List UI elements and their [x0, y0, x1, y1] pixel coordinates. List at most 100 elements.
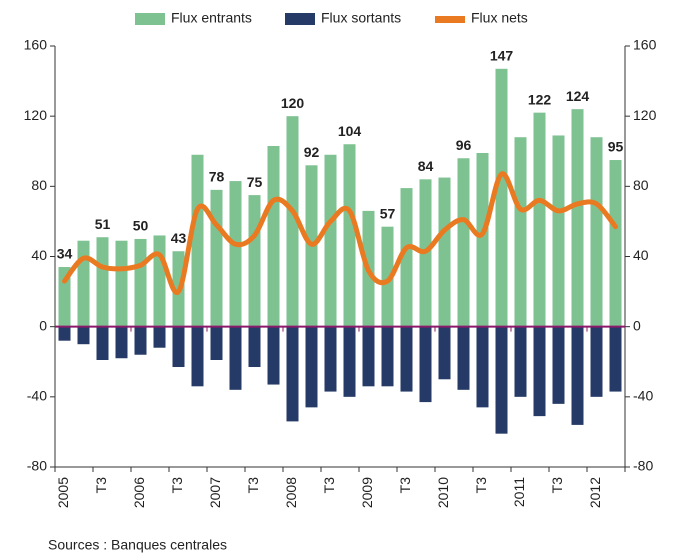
- bar: [248, 326, 261, 368]
- x-tick-label: 2009: [359, 477, 375, 508]
- x-tick-label: 2008: [283, 477, 299, 508]
- bar: [571, 326, 584, 425]
- y2-tick-label: -40: [633, 388, 653, 404]
- data-label: 95: [608, 139, 624, 155]
- bar: [362, 326, 375, 387]
- x-tick-label: T3: [321, 477, 337, 494]
- bar: [115, 240, 128, 327]
- bar: [590, 326, 603, 397]
- legend-label: Flux nets: [471, 10, 528, 26]
- y-tick-label: 0: [39, 317, 47, 333]
- bar: [495, 326, 508, 434]
- bar: [267, 326, 280, 385]
- y-tick-label: 160: [24, 37, 48, 53]
- bar: [77, 326, 90, 345]
- bar: [476, 326, 489, 408]
- bar: [191, 326, 204, 387]
- bar: [286, 326, 299, 422]
- data-label: 122: [528, 91, 552, 107]
- bar: [514, 326, 527, 397]
- bar: [590, 137, 603, 327]
- legend-label: Flux entrants: [171, 10, 252, 26]
- data-label: 51: [95, 216, 111, 232]
- y2-tick-label: 160: [633, 37, 657, 53]
- bar: [58, 326, 71, 341]
- data-label: 57: [380, 205, 396, 221]
- bar: [210, 326, 223, 360]
- data-label: 96: [456, 137, 472, 153]
- bar: [343, 144, 356, 327]
- data-label: 43: [171, 230, 187, 246]
- data-label: 120: [281, 95, 305, 111]
- bar: [514, 137, 527, 327]
- bar: [533, 112, 546, 327]
- y2-tick-label: 40: [633, 247, 649, 263]
- data-label: 75: [247, 174, 263, 190]
- bar: [438, 177, 451, 327]
- x-tick-label: T3: [93, 477, 109, 494]
- data-label: 50: [133, 218, 149, 234]
- bar: [286, 116, 299, 327]
- y2-tick-label: 120: [633, 107, 657, 123]
- bar: [438, 326, 451, 380]
- bar: [229, 326, 242, 390]
- y-tick-label: -40: [27, 388, 47, 404]
- legend-swatch: [135, 13, 165, 25]
- bar: [476, 153, 489, 327]
- data-label: 124: [566, 88, 590, 104]
- x-tick-label: T3: [169, 477, 185, 494]
- bar: [153, 235, 166, 327]
- x-tick-label: T3: [245, 477, 261, 494]
- bar: [96, 326, 109, 360]
- source-note: Sources : Banques centrales: [48, 537, 227, 553]
- bar: [210, 189, 223, 327]
- legend-swatch: [435, 16, 465, 23]
- data-label: 78: [209, 169, 225, 185]
- data-label: 104: [338, 123, 362, 139]
- bar: [381, 226, 394, 327]
- y2-tick-label: 80: [633, 177, 649, 193]
- bar: [400, 326, 413, 392]
- y-tick-label: -80: [27, 458, 47, 474]
- data-label: 84: [418, 158, 434, 174]
- bar: [134, 238, 147, 327]
- legend-label: Flux sortants: [321, 10, 401, 26]
- data-label: 147: [490, 48, 514, 64]
- bar: [609, 326, 622, 392]
- bar: [153, 326, 166, 348]
- bar: [419, 326, 432, 403]
- bar: [552, 135, 565, 327]
- bar: [400, 188, 413, 327]
- x-tick-label: T3: [473, 477, 489, 494]
- data-label: 34: [57, 246, 73, 262]
- net-line: [62, 171, 618, 295]
- x-tick-label: T3: [397, 477, 413, 494]
- bar: [134, 326, 147, 355]
- bar: [191, 154, 204, 327]
- y2-tick-label: 0: [633, 317, 641, 333]
- x-tick-label: 2006: [131, 477, 147, 508]
- bar: [533, 326, 546, 417]
- bar: [305, 326, 318, 408]
- y2-tick-label: -80: [633, 458, 653, 474]
- x-tick-label: 2011: [511, 477, 527, 507]
- x-tick-label: T3: [549, 477, 565, 494]
- bar: [495, 68, 508, 327]
- bar: [324, 154, 337, 327]
- x-tick-label: 2007: [207, 477, 223, 508]
- x-tick-label: 2012: [587, 477, 603, 508]
- bar: [457, 158, 470, 327]
- bar: [96, 237, 109, 327]
- bar: [324, 326, 337, 392]
- bar: [115, 326, 128, 359]
- bar: [609, 160, 622, 327]
- bar: [172, 326, 185, 368]
- legend-swatch: [285, 13, 315, 25]
- bar: [267, 145, 280, 327]
- x-tick-label: 2005: [55, 477, 71, 508]
- y-tick-label: 40: [31, 247, 47, 263]
- bar: [229, 181, 242, 327]
- bar: [457, 326, 470, 390]
- bar: [77, 240, 90, 327]
